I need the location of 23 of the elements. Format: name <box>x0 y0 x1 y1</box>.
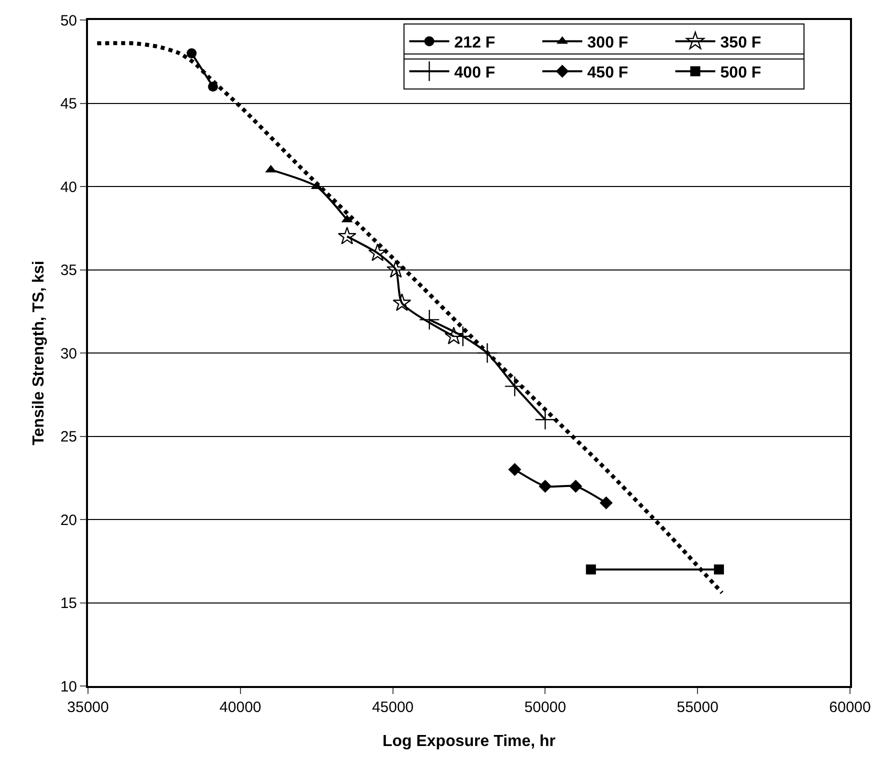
y-tick-label: 40 <box>60 178 77 196</box>
x-tick-label: 35000 <box>67 699 109 716</box>
y-tick-label: 15 <box>60 595 77 612</box>
x-tick-label: 40000 <box>220 699 262 716</box>
y-tick-label: 45 <box>60 96 77 112</box>
x-tick-label: 55000 <box>676 699 718 716</box>
legend-label: 400 F <box>454 64 496 82</box>
y-tick-label: 25 <box>60 428 77 446</box>
x-axis-title: Log Exposure Time, hr <box>382 733 556 750</box>
x-tick-label: 60000 <box>829 699 871 716</box>
legend-label: 212 F <box>454 34 496 52</box>
y-tick-label: 35 <box>60 262 77 279</box>
x-tick-label: 45000 <box>372 699 414 716</box>
legend-label: 350 F <box>720 34 762 52</box>
legend-label: 300 F <box>587 34 628 52</box>
y-tick-label: 20 <box>60 512 77 529</box>
legend-label: 500 F <box>720 64 762 82</box>
y-tick-label: 50 <box>60 12 77 30</box>
legend-label: 450 F <box>587 64 628 82</box>
y-tick-label: 10 <box>60 678 77 696</box>
y-axis-title: Tensile Strength, TS, ksi <box>30 260 48 446</box>
y-tick-label: 30 <box>60 345 77 362</box>
x-tick-label: 50000 <box>524 699 566 716</box>
